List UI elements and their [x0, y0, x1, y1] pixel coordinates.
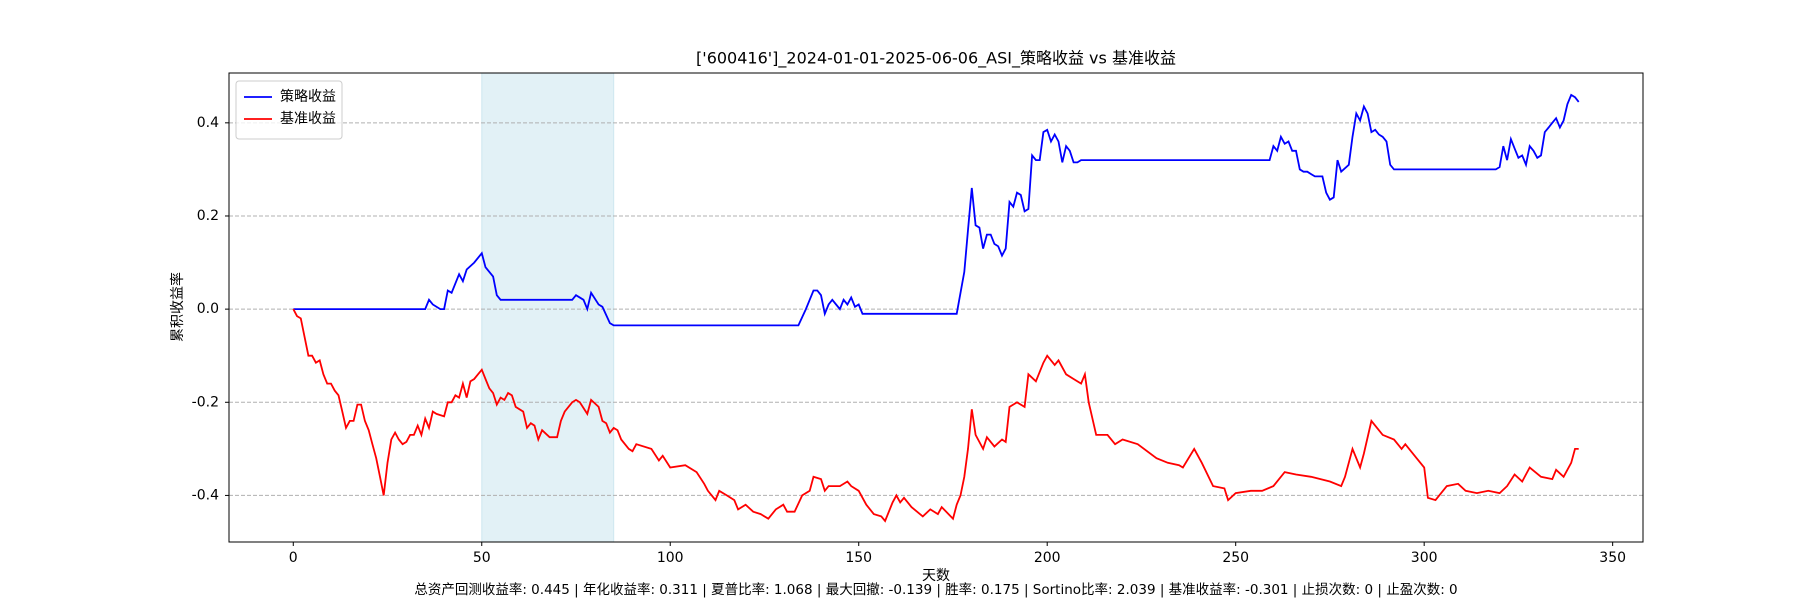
legend-box — [235, 80, 343, 140]
plot-frame — [228, 72, 1644, 543]
x-tick-label: 100 — [657, 550, 684, 566]
legend-label: 策略收益 — [280, 88, 336, 105]
x-tick-label: 200 — [1034, 550, 1061, 566]
x-tick-label: 50 — [473, 550, 491, 566]
series-line — [292, 308, 1579, 523]
x-axis-label: 天数 — [922, 568, 950, 584]
y-tick-label: 0.0 — [197, 301, 219, 317]
x-tick-label: 300 — [1411, 550, 1438, 566]
series-line — [293, 93, 1580, 327]
y-tick-label: 0.4 — [197, 115, 219, 131]
legend-label: 基准收益 — [280, 110, 336, 127]
x-tick-label: 150 — [845, 550, 872, 566]
y-tick-label: -0.2 — [192, 394, 219, 410]
chart-title: ['600416']_2024-01-01-2025-06-06_ASI_策略收… — [696, 49, 1176, 69]
x-tick-label: 350 — [1599, 550, 1626, 566]
y-tick-label: -0.4 — [192, 487, 219, 503]
x-tick-label: 0 — [289, 550, 298, 566]
highlight-span — [481, 72, 615, 543]
y-axis-label: 累积收益率 — [169, 272, 186, 342]
y-tick-label: 0.2 — [197, 208, 219, 224]
x-tick-label: 250 — [1222, 550, 1249, 566]
footer-stats: 总资产回测收益率: 0.445 | 年化收益率: 0.311 | 夏普比率: 1… — [414, 581, 1457, 598]
